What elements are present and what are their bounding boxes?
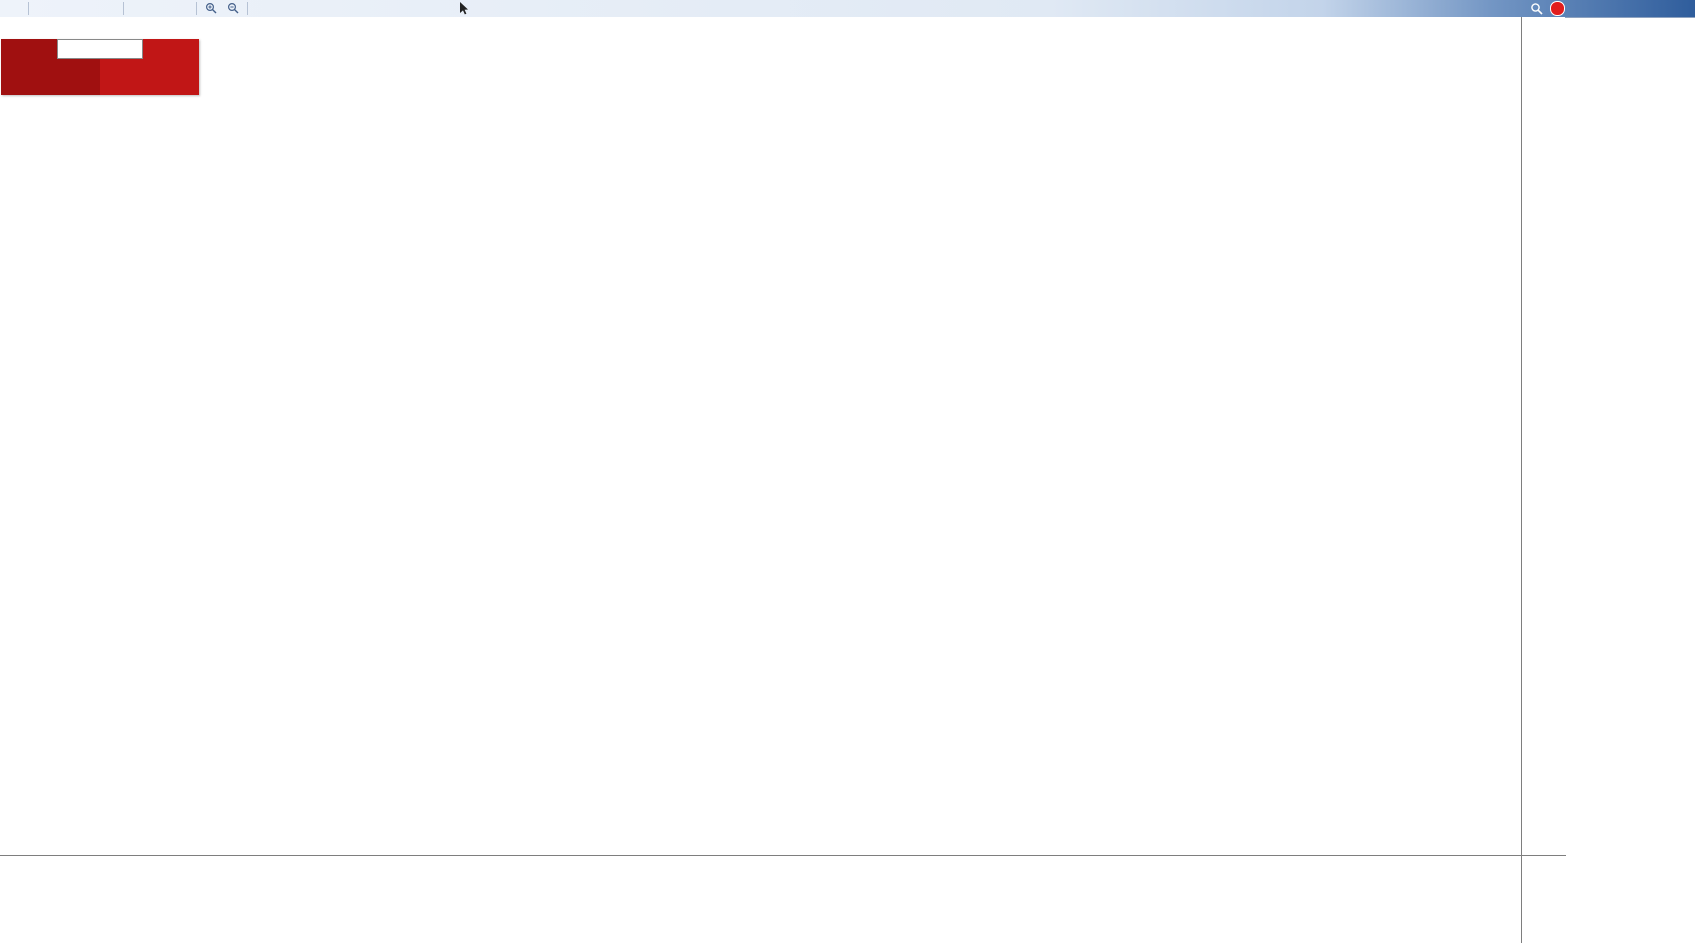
cursor-icon (457, 2, 471, 15)
one-click-trading-panel (1, 39, 199, 95)
crosshair-icon (479, 2, 493, 15)
card-icon (58, 2, 72, 15)
new-order-button[interactable] (4, 1, 24, 16)
accounts-button[interactable] (55, 1, 75, 16)
sound-alerts-button[interactable] (77, 1, 97, 16)
sell-dropdown-arrow[interactable] (43, 39, 57, 59)
horizontal-line-button[interactable] (541, 1, 561, 16)
volume-dropdown-arrow[interactable] (143, 39, 157, 59)
chart-window (0, 17, 1566, 943)
sell-price-button[interactable] (1, 59, 100, 95)
trade-panel-header-row (1, 39, 199, 59)
notification-badge[interactable] (1550, 1, 1565, 16)
arrow-tool-icon (676, 2, 690, 15)
line-chart-button[interactable] (172, 1, 192, 16)
candlestick-icon (153, 2, 167, 15)
buy-header-button[interactable] (157, 39, 199, 59)
tile-windows-button[interactable] (252, 1, 272, 16)
history-button[interactable] (33, 1, 53, 16)
label-icon (654, 2, 668, 15)
time-axis[interactable] (0, 855, 1566, 880)
auto-trading-button[interactable] (99, 1, 119, 16)
bar-chart-button[interactable] (128, 1, 148, 16)
template-icon (323, 2, 337, 15)
toolbar-separator (28, 2, 29, 15)
crosshair-button[interactable] (476, 1, 496, 16)
zoom-in-button[interactable] (201, 1, 221, 16)
cursor-button[interactable] (454, 1, 474, 16)
tile-windows-icon (255, 2, 269, 15)
trendline-icon (566, 2, 580, 15)
vertical-line-icon (522, 2, 536, 15)
channel-icon (588, 2, 602, 15)
text-tool-button[interactable] (629, 1, 649, 16)
templates-button[interactable] (320, 1, 341, 16)
arrows-tool-button[interactable] (673, 1, 694, 16)
toolbar-separator (196, 2, 197, 15)
toolbar-separator (247, 2, 248, 15)
auto-trading-icon (102, 2, 116, 15)
indicators-button[interactable] (274, 1, 295, 16)
toolbar-right (1530, 1, 1565, 16)
line-chart-icon (175, 2, 189, 15)
vertical-line-button[interactable] (519, 1, 539, 16)
toolbar-separator (123, 2, 124, 15)
search-icon[interactable] (1530, 2, 1544, 15)
new-order-icon (7, 2, 21, 15)
candlestick-chart-button[interactable] (150, 1, 170, 16)
zoom-out-button[interactable] (223, 1, 243, 16)
bar-chart-icon (131, 2, 145, 15)
zoom-out-icon (226, 2, 240, 15)
zoom-in-icon (204, 2, 218, 15)
fibonacci-button[interactable] (607, 1, 627, 16)
clock-icon (300, 2, 314, 15)
trade-panel-price-row (1, 59, 199, 95)
fibonacci-icon (610, 2, 624, 15)
trendline-button[interactable] (563, 1, 583, 16)
price-axis[interactable] (1521, 17, 1566, 943)
label-tool-button[interactable] (651, 1, 671, 16)
channel-button[interactable] (585, 1, 605, 16)
horizontal-line-icon (544, 2, 558, 15)
toolbar (0, 0, 1695, 18)
speaker-icon (80, 2, 94, 15)
volume-input[interactable] (57, 39, 143, 59)
indicators-icon (277, 2, 291, 15)
periods-button[interactable] (297, 1, 318, 16)
sell-header-button[interactable] (1, 39, 43, 59)
text-icon (632, 2, 646, 15)
buy-price-button[interactable] (100, 59, 199, 95)
chart-canvas[interactable] (0, 17, 1565, 943)
coins-icon (36, 2, 50, 15)
